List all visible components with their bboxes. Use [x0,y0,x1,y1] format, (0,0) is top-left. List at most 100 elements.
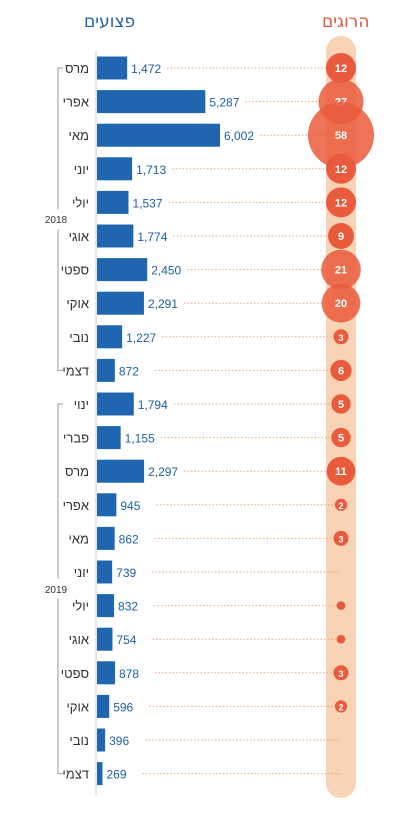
killed-circle [325,52,357,84]
killed-circle [333,329,349,345]
killed-circle [325,153,357,184]
year-label: 2018 [45,215,68,226]
month-label: מאי [69,531,89,546]
wounded-bar [97,392,134,416]
month-row: דצמי 269 [62,762,341,786]
wounded-value-label: 2,297 [148,465,178,479]
month-label: דצמי [62,767,89,782]
killed-circle [308,102,374,169]
month-row: פברי 1,155 5 [63,426,351,450]
month-label: דצמי [62,363,89,378]
killed-value-label: 5 [338,433,344,445]
month-label: יוני [74,162,89,177]
month-row: יולי 832 [72,594,346,618]
wounded-header: פצועים [84,12,136,32]
month-label: אוגי [69,632,89,647]
killed-circle [321,249,361,290]
wounded-bar [97,90,206,114]
killed-circle [336,634,346,644]
killed-value-label: 3 [338,669,343,679]
wounded-value-label: 5,287 [209,96,239,110]
wounded-bar [97,627,113,651]
wounded-value-label: 2,450 [151,264,181,278]
wounded-value-label: 396 [109,734,129,748]
year-bracket [57,67,63,371]
wounded-bar [97,426,121,450]
month-label: אפרי [63,95,89,110]
killed-circle [333,530,349,546]
month-row: מרס 1,472 12 [65,52,357,84]
wounded-value-label: 872 [119,364,139,378]
killed-value-label: 12 [335,63,347,75]
wounded-bar [97,258,148,282]
wounded-bar [97,694,110,718]
year-label: 2019 [45,585,68,596]
wounded-value-label: 1,155 [125,432,155,446]
month-row: יוני 1,713 12 [74,153,357,184]
month-row: דצמי 872 6 [62,358,352,382]
killed-circle [334,700,348,713]
killed-value-label: 6 [338,365,344,377]
chart-rows: מרס1,47212אפרי5,28727מאי6,00258יוני1,713… [61,52,374,786]
month-label: יוני [74,565,89,580]
wounded-bar [97,157,133,181]
killed-value-label: 20 [335,298,347,310]
month-row: מרס 2,297 11 [65,456,356,486]
killed-circle [331,394,351,414]
wounded-bar [97,594,115,618]
killed-circle [325,187,357,218]
killed-value-label: 12 [335,164,347,176]
wounded-bar [97,123,220,147]
killed-value-label: 2 [338,702,343,712]
wounded-bar [97,762,103,786]
month-label: יולי [72,599,89,614]
killed-circle [330,359,352,382]
killed-value-label: 3 [338,333,343,343]
month-row: יוני 739 [74,560,341,584]
wounded-value-label: 739 [116,566,136,580]
month-row: אוגי 754 [69,627,346,651]
wounded-bar [97,224,134,248]
wounded-value-label: 754 [116,633,136,647]
month-row: אוקי 596 2 [66,694,348,718]
month-label: ספטי [61,263,89,278]
month-label: מרס [65,61,89,76]
wounded-bar [97,661,115,685]
month-row: ספטי 878 3 [61,661,349,685]
wounded-value-label: 596 [113,700,133,714]
month-row: יולי 1,537 12 [72,187,357,218]
month-label: מאי [69,128,89,143]
chart-axes: 2018 2019 [45,50,97,795]
wounded-bar [97,728,106,752]
month-row: אוקי 2,291 20 [66,283,361,323]
month-row: מאי 6,002 58 [69,102,374,169]
killed-value-label: 3 [338,534,343,544]
killed-circle [333,665,349,681]
killed-circle [326,456,356,486]
month-label: אפרי [63,498,89,513]
killed-value-label: 5 [338,399,344,411]
killed-circle [334,498,348,511]
killed-value-label: 9 [338,231,344,243]
month-label: נובי [69,330,89,345]
month-row: נובי 396 [69,728,341,752]
wounded-value-label: 878 [119,667,139,681]
wounded-bar [97,291,144,315]
month-label: יולי [72,195,89,210]
month-label: מרס [65,464,89,479]
wounded-bar [97,190,129,214]
wounded-bar [97,560,113,584]
wounded-bar [97,493,117,517]
month-row: ספטי 2,450 21 [61,249,361,290]
wounded-value-label: 1,774 [137,230,167,244]
month-row: אפרי 945 2 [63,493,348,517]
killed-value-label: 58 [335,130,347,142]
wounded-value-label: 1,537 [132,196,162,210]
killed-circle [331,427,351,448]
killed-circle [321,283,361,323]
wounded-value-label: 1,794 [138,398,168,412]
month-label: פברי [63,431,89,446]
killed-header: הרוגים [322,12,370,32]
wounded-value-label: 945 [120,499,140,513]
